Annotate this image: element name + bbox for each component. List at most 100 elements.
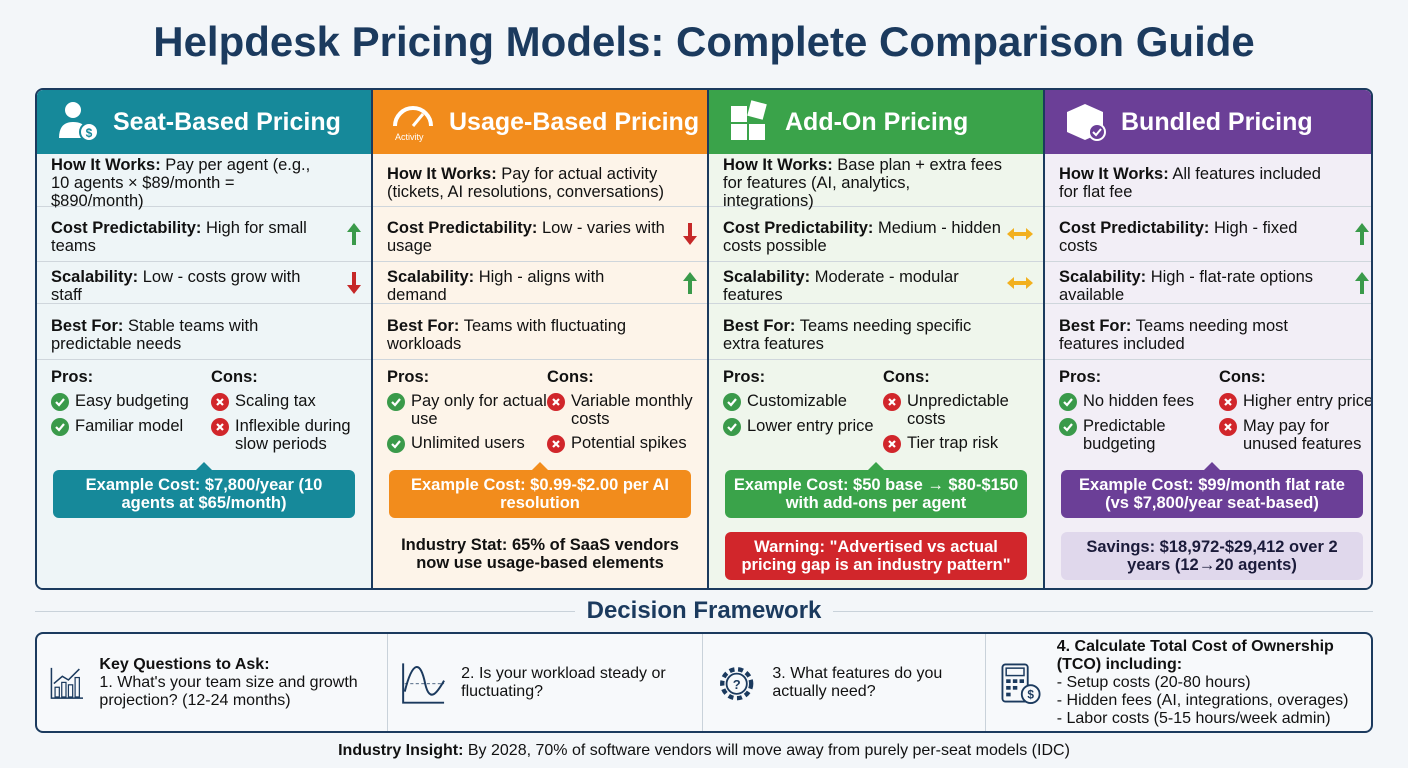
row-value: Medium - hidden costs possible <box>723 219 1001 255</box>
row-value: High - aligns with demand <box>387 267 605 304</box>
framework-icon: $ <box>1001 662 1041 704</box>
warning: Warning: "Advertised vs actual pricing g… <box>725 532 1027 580</box>
info-row: How It Works: Pay for actual activity (t… <box>373 154 707 207</box>
column-title: Bundled Pricing <box>1121 107 1313 136</box>
check-icon <box>387 393 405 411</box>
con-item: Scaling tax <box>211 392 371 411</box>
pros-label: Pros: <box>387 368 430 386</box>
con-item: May pay for unused features <box>1219 417 1371 453</box>
row-label: Best For: <box>1059 316 1132 335</box>
column-header: Bundled Pricing <box>1045 90 1371 154</box>
item-text: Scaling tax <box>235 392 316 410</box>
pricing-column: $ Seat-Based Pricing How It Works: Pay per… <box>37 90 373 588</box>
row-text: How It Works: Base plan + extra fees for… <box>723 156 1003 210</box>
info-row: How It Works: Base plan + extra fees for… <box>709 154 1043 210</box>
info-row: How It Works: Pay per agent (e.g., 10 ag… <box>37 154 371 210</box>
pros-list: Pros: Customizable Lower entry price <box>723 368 883 459</box>
framework-text: 2. Is your workload steady or fluctuatin… <box>461 665 690 701</box>
info-row: Scalability: Moderate - modular features <box>709 262 1043 304</box>
savings: Savings: $18,972-$29,412 over 2 years (1… <box>1061 532 1363 580</box>
header-icon <box>731 100 767 140</box>
cons-label: Cons: <box>211 368 258 386</box>
columns: $ Seat-Based Pricing How It Works: Pay per… <box>35 88 1373 590</box>
row-text: Best For: Teams needing specific extra f… <box>723 317 1003 353</box>
row-value: Pay for actual activity (tickets, AI res… <box>387 165 664 201</box>
pro-item: Customizable <box>723 392 883 411</box>
svg-text:?: ? <box>733 676 741 691</box>
row-value: All features included for flat fee <box>1059 165 1321 201</box>
trend-arrow <box>1355 271 1369 294</box>
row-text: Cost Predictability: Medium - hidden cos… <box>723 219 1003 255</box>
pro-item: Familiar model <box>51 417 211 436</box>
pro-item: No hidden fees <box>1059 392 1219 411</box>
framework-text: Key Questions to Ask: 1. What's your team… <box>99 656 375 710</box>
framework-item: 2. Is your workload steady or fluctuatin… <box>388 634 703 731</box>
svg-text:$: $ <box>1028 687 1035 701</box>
divider <box>833 611 1373 612</box>
icon-label: Activity <box>395 132 424 142</box>
pros-list: Pros: No hidden fees Predictable budgeting <box>1059 368 1219 459</box>
framework-text: 4. Calculate Total Cost of Ownership (TC… <box>1057 638 1359 728</box>
item-text: Customizable <box>747 392 847 410</box>
item-text: Variable monthly costs <box>571 392 693 428</box>
cross-icon <box>1219 418 1237 436</box>
item-text: No hidden fees <box>1083 392 1194 410</box>
info-row: Cost Predictability: Medium - hidden cos… <box>709 207 1043 262</box>
cross-icon <box>547 435 565 453</box>
pros-cons: Pros: Easy budgeting Familiar model Cons: Sc… <box>37 360 371 459</box>
trend-arrow <box>347 223 361 245</box>
framework-text: 3. What features do you actually need? <box>772 665 973 701</box>
row-text: Cost Predictability: High for small team… <box>51 219 331 255</box>
example-cost: Example Cost: $7,800/year (10 agents at … <box>53 462 355 518</box>
cross-icon <box>883 435 901 453</box>
item-text: Potential spikes <box>571 434 687 452</box>
pricing-column: Bundled Pricing How It Works: All feature… <box>1045 90 1371 588</box>
check-icon <box>723 418 741 436</box>
framework-body: 1. What's your team size and growth proj… <box>99 673 358 709</box>
cross-icon <box>1219 393 1237 411</box>
pro-item: Lower entry price <box>723 417 883 436</box>
info-row: Cost Predictability: Low - varies with u… <box>373 207 707 262</box>
row-text: How It Works: All features included for … <box>1059 165 1339 201</box>
info-row: Scalability: High - flat-rate options av… <box>1045 262 1371 304</box>
cons-label: Cons: <box>1219 368 1266 386</box>
row-label: Scalability: <box>51 267 139 286</box>
con-item: Inflexible during slow periods <box>211 417 371 453</box>
row-label: How It Works: <box>387 165 497 183</box>
pros-list: Pros: Easy budgeting Familiar model <box>51 368 211 459</box>
column-header: Add-On Pricing <box>709 90 1043 154</box>
example-cost: Example Cost: $99/month flat rate (vs $7… <box>1061 462 1363 518</box>
cons-label: Cons: <box>883 368 930 386</box>
cons-list: Cons: Unpredictable costs Tier trap risk <box>883 368 1043 459</box>
column-header: $ Seat-Based Pricing <box>37 90 371 154</box>
framework-panel: Key Questions to Ask: 1. What's your team… <box>35 632 1373 733</box>
con-item: Unpredictable costs <box>883 392 1043 428</box>
pro-item: Unlimited users <box>387 434 547 453</box>
check-icon <box>387 435 405 453</box>
row-text: Best For: Teams needing most features in… <box>1059 317 1339 353</box>
info-row: Scalability: High - aligns with demand <box>373 262 707 304</box>
row-text: Scalability: Moderate - modular features <box>723 268 1003 304</box>
item-text: Tier trap risk <box>907 434 999 452</box>
item-text: Unlimited users <box>411 434 525 452</box>
example-cost: Example Cost: $0.99-$2.00 per AI resolut… <box>389 462 691 518</box>
footer-text: By 2028, 70% of software vendors will mo… <box>467 742 1070 759</box>
pro-item: Easy budgeting <box>51 392 211 411</box>
item-text: Inflexible during slow periods <box>235 417 351 453</box>
row-text: How It Works: Pay for actual activity (t… <box>387 165 667 201</box>
divider <box>35 611 575 612</box>
info-row: Scalability: Low - costs grow with staff <box>37 262 371 304</box>
con-item: Higher entry price <box>1219 392 1371 411</box>
row-value: Low - costs grow with staff <box>51 267 301 304</box>
footer-label: Industry Insight: <box>338 742 464 759</box>
row-text: Best For: Teams with fluctuating workloa… <box>387 317 667 353</box>
framework-body: 2. Is your workload steady or fluctuatin… <box>461 664 666 700</box>
framework-icon <box>50 667 83 699</box>
row-value: Low - varies with usage <box>387 219 665 255</box>
pricing-column: Add-On Pricing How It Works: Base plan + … <box>709 90 1045 588</box>
item-text: Lower entry price <box>747 417 874 435</box>
pros-label: Pros: <box>1059 368 1102 386</box>
info-row: Cost Predictability: High - fixed costs <box>1045 207 1371 262</box>
row-text: Cost Predictability: Low - varies with u… <box>387 219 667 255</box>
